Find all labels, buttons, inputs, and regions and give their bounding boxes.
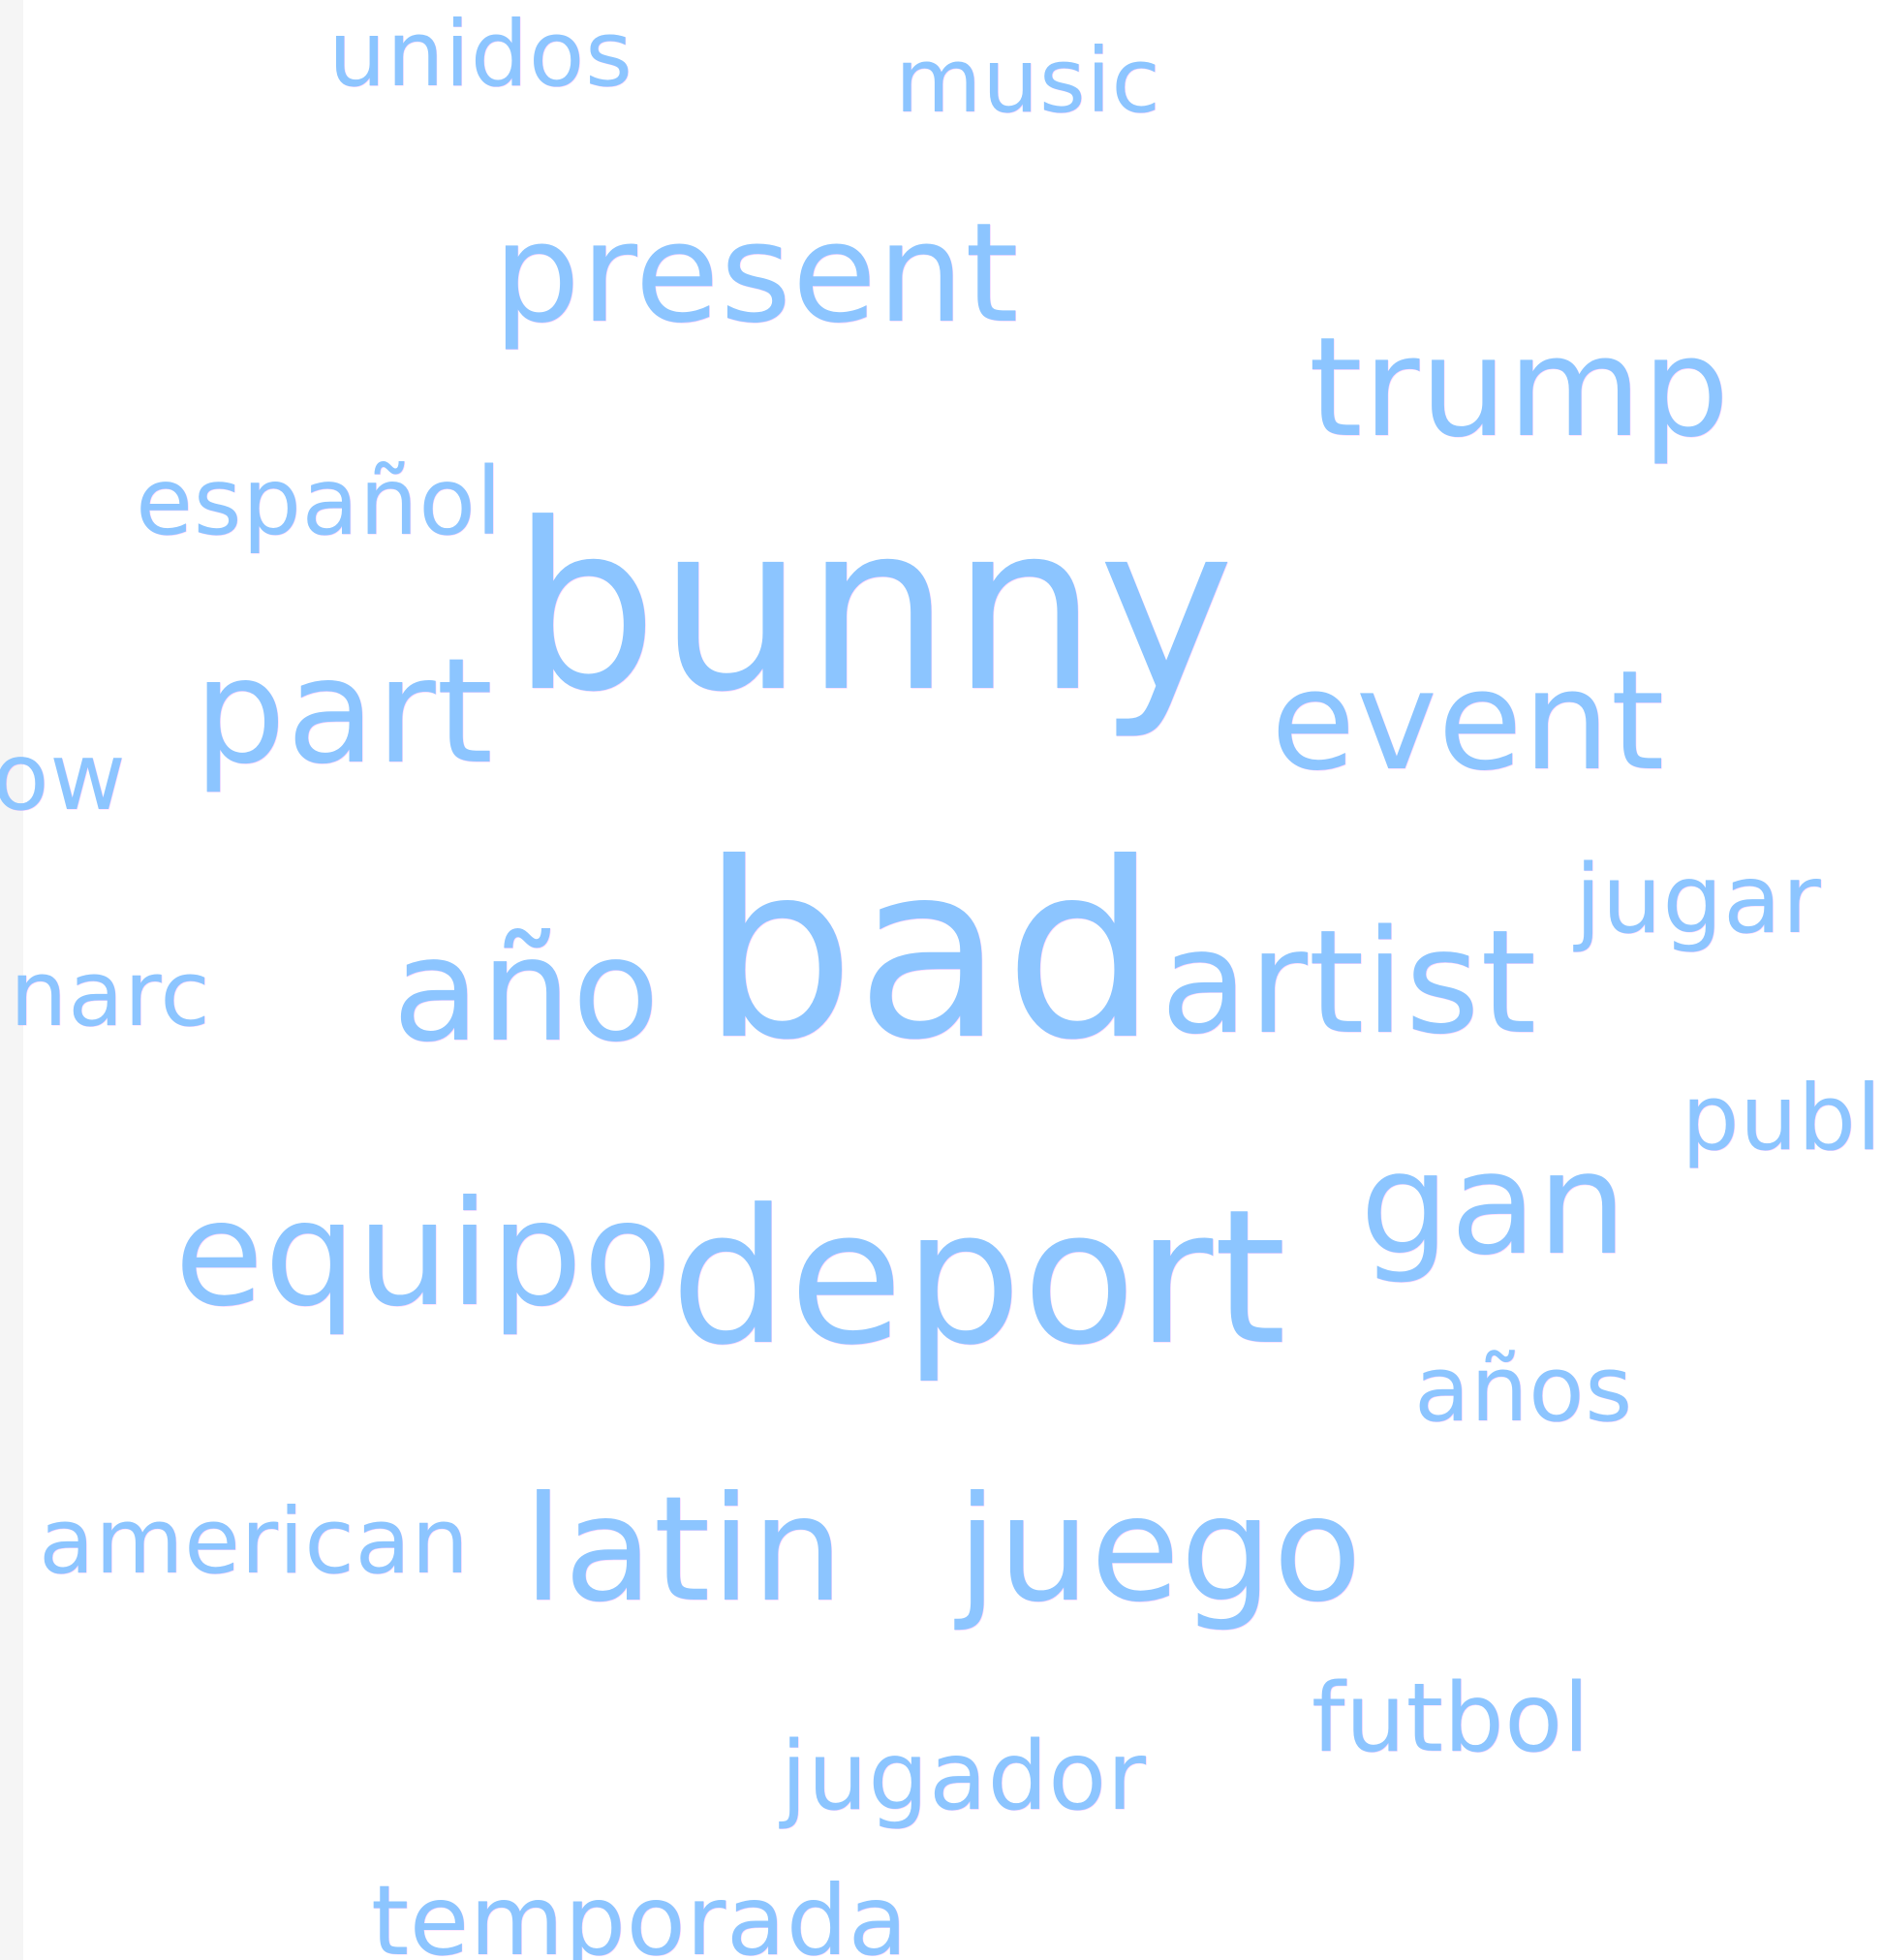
- word-trump: trump: [1309, 308, 1731, 468]
- word-gan: gan: [1360, 1122, 1628, 1287]
- word-publ: publ: [1682, 1066, 1883, 1171]
- word-unidos: unidos: [328, 2, 633, 108]
- word-temporada: temporada: [371, 1864, 909, 1960]
- word-part: part: [194, 628, 494, 796]
- word-bunny: bunny: [511, 475, 1235, 743]
- word-latin: latin: [523, 1466, 845, 1634]
- word-ano: año: [392, 907, 661, 1073]
- word-anos: años: [1414, 1337, 1633, 1443]
- word-equipo: equipo: [174, 1170, 673, 1339]
- word-futbol: futbol: [1312, 1664, 1590, 1774]
- word-juego: juego: [957, 1466, 1363, 1634]
- word-present: present: [493, 194, 1020, 354]
- word-american: american: [39, 1489, 470, 1595]
- word-ow: ow: [0, 723, 127, 831]
- left-edge-strip: [0, 0, 23, 1960]
- word-espanol: español: [136, 448, 503, 556]
- word-music: music: [895, 29, 1161, 133]
- word-narc: narc: [10, 942, 211, 1047]
- word-event: event: [1271, 641, 1665, 801]
- word-bad: bad: [701, 811, 1159, 1093]
- word-jugar: jugar: [1575, 845, 1822, 955]
- word-jugador: jugador: [781, 1722, 1147, 1832]
- word-deport: deport: [670, 1170, 1287, 1386]
- word-artist: artist: [1160, 899, 1537, 1066]
